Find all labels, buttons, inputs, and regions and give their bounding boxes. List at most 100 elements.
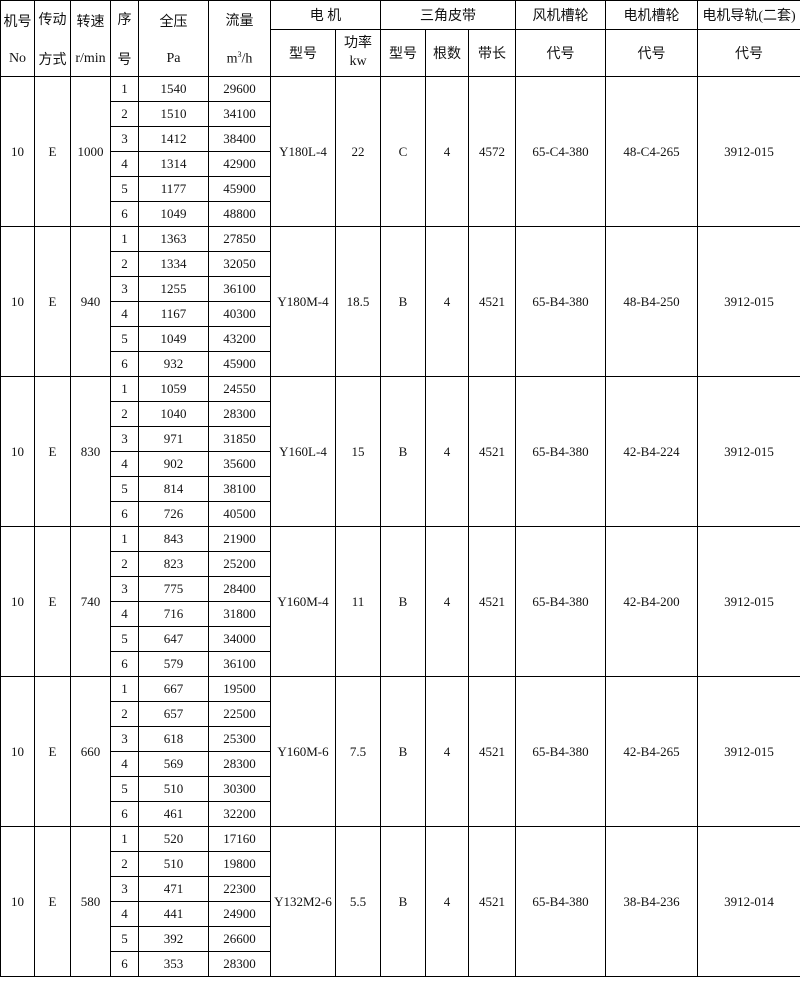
- motor-model-cell: Y132M2-6: [270, 826, 336, 977]
- flow-cell: 36100: [208, 276, 271, 302]
- header-motor-model: 型号: [270, 29, 336, 77]
- belt-length-cell: 4521: [468, 526, 516, 677]
- motor-power-cell: 7.5: [335, 676, 381, 827]
- header-vbelt: 三角皮带: [380, 0, 516, 30]
- seq-cell: 6: [110, 801, 139, 827]
- flow-cell: 31850: [208, 426, 271, 452]
- flow-cell: 32050: [208, 251, 271, 277]
- speed-cell: 1000: [70, 76, 111, 227]
- pressure-cell: 1059: [138, 376, 209, 402]
- belt-length-cell: 4521: [468, 826, 516, 977]
- table-row: 2 1040 28300: [1, 401, 800, 427]
- motor-pulley-cell: 38-B4-236: [605, 826, 698, 977]
- table-row: 5 1049 43200: [1, 326, 800, 352]
- flow-cell: 29600: [208, 76, 271, 102]
- pressure-cell: 392: [138, 926, 209, 952]
- pressure-cell: 353: [138, 951, 209, 977]
- seq-cell: 1: [110, 376, 139, 402]
- seq-cell: 2: [110, 551, 139, 577]
- table-row: 3 618 25300: [1, 726, 800, 752]
- pressure-cell: 932: [138, 351, 209, 377]
- drive-cell: E: [34, 376, 71, 527]
- seq-cell: 4: [110, 301, 139, 327]
- motor-rail-cell: 3912-015: [697, 226, 800, 377]
- flow-cell: 24550: [208, 376, 271, 402]
- flow-cell: 48800: [208, 201, 271, 227]
- flow-cell: 38400: [208, 126, 271, 152]
- pressure-cell: 902: [138, 451, 209, 477]
- pressure-cell: 716: [138, 601, 209, 627]
- flow-cell: 45900: [208, 351, 271, 377]
- flow-cell: 30300: [208, 776, 271, 802]
- machine-no-cell: 10: [0, 76, 35, 227]
- motor-power-cell: 5.5: [335, 826, 381, 977]
- flow-cell: 25300: [208, 726, 271, 752]
- header-speed: 转速 r/min: [70, 0, 111, 77]
- flow-cell: 19500: [208, 676, 271, 702]
- table-row: 5 510 30300: [1, 776, 800, 802]
- belt-type-cell: B: [380, 376, 426, 527]
- motor-rail-cell: 3912-015: [697, 526, 800, 677]
- motor-rail-cell: 3912-015: [697, 76, 800, 227]
- seq-cell: 1: [110, 526, 139, 552]
- pressure-cell: 569: [138, 751, 209, 777]
- flow-cell: 21900: [208, 526, 271, 552]
- flow-cell: 34100: [208, 101, 271, 127]
- pressure-cell: 971: [138, 426, 209, 452]
- machine-no-cell: 10: [0, 376, 35, 527]
- seq-cell: 5: [110, 626, 139, 652]
- flow-cell: 36100: [208, 651, 271, 677]
- seq-cell: 1: [110, 826, 139, 852]
- table-row: 3 1255 36100: [1, 276, 800, 302]
- pressure-cell: 823: [138, 551, 209, 577]
- motor-power-cell: 22: [335, 76, 381, 227]
- pressure-cell: 657: [138, 701, 209, 727]
- seq-cell: 2: [110, 101, 139, 127]
- seq-cell: 5: [110, 326, 139, 352]
- drive-cell: E: [34, 76, 71, 227]
- seq-cell: 1: [110, 226, 139, 252]
- flow-cell: 28300: [208, 951, 271, 977]
- header-motor-power: 功率 kw: [335, 29, 381, 77]
- header-belt-count: 根数: [425, 29, 469, 77]
- table-row: 5 1177 45900: [1, 176, 800, 202]
- flow-cell: 28400: [208, 576, 271, 602]
- pressure-cell: 510: [138, 776, 209, 802]
- machine-no-cell: 10: [0, 226, 35, 377]
- table-row: 6 353 28300: [1, 951, 800, 977]
- fan-pulley-cell: 65-B4-380: [515, 826, 606, 977]
- motor-model-cell: Y160M-4: [270, 526, 336, 677]
- table-row: 4 441 24900: [1, 901, 800, 927]
- seq-cell: 4: [110, 451, 139, 477]
- seq-cell: 3: [110, 726, 139, 752]
- motor-rail-cell: 3912-014: [697, 826, 800, 977]
- drive-cell: E: [34, 676, 71, 827]
- flow-cell: 40500: [208, 501, 271, 527]
- flow-cell: 19800: [208, 851, 271, 877]
- flow-cell: 25200: [208, 551, 271, 577]
- belt-type-cell: B: [380, 676, 426, 827]
- belt-type-cell: B: [380, 526, 426, 677]
- flow-cell: 28300: [208, 751, 271, 777]
- fan-pulley-cell: 65-B4-380: [515, 676, 606, 827]
- seq-cell: 6: [110, 951, 139, 977]
- machine-no-cell: 10: [0, 826, 35, 977]
- table-row: 4 902 35600: [1, 451, 800, 477]
- flow-cell: 35600: [208, 451, 271, 477]
- header-machine-no: 机号 No: [0, 0, 35, 77]
- table-row: 2 510 19800: [1, 851, 800, 877]
- drive-cell: E: [34, 226, 71, 377]
- pressure-cell: 618: [138, 726, 209, 752]
- header-motor-pulley: 电机槽轮: [605, 0, 698, 30]
- table-row: 10 E 740 1 843 21900 Y160M-4 11 B 4 4521 65-B4-380 4…: [0, 526, 800, 677]
- pressure-cell: 510: [138, 851, 209, 877]
- seq-cell: 5: [110, 776, 139, 802]
- pressure-cell: 814: [138, 476, 209, 502]
- seq-cell: 2: [110, 251, 139, 277]
- belt-count-cell: 4: [425, 526, 469, 677]
- seq-cell: 3: [110, 876, 139, 902]
- pressure-cell: 843: [138, 526, 209, 552]
- seq-cell: 5: [110, 476, 139, 502]
- seq-cell: 1: [110, 76, 139, 102]
